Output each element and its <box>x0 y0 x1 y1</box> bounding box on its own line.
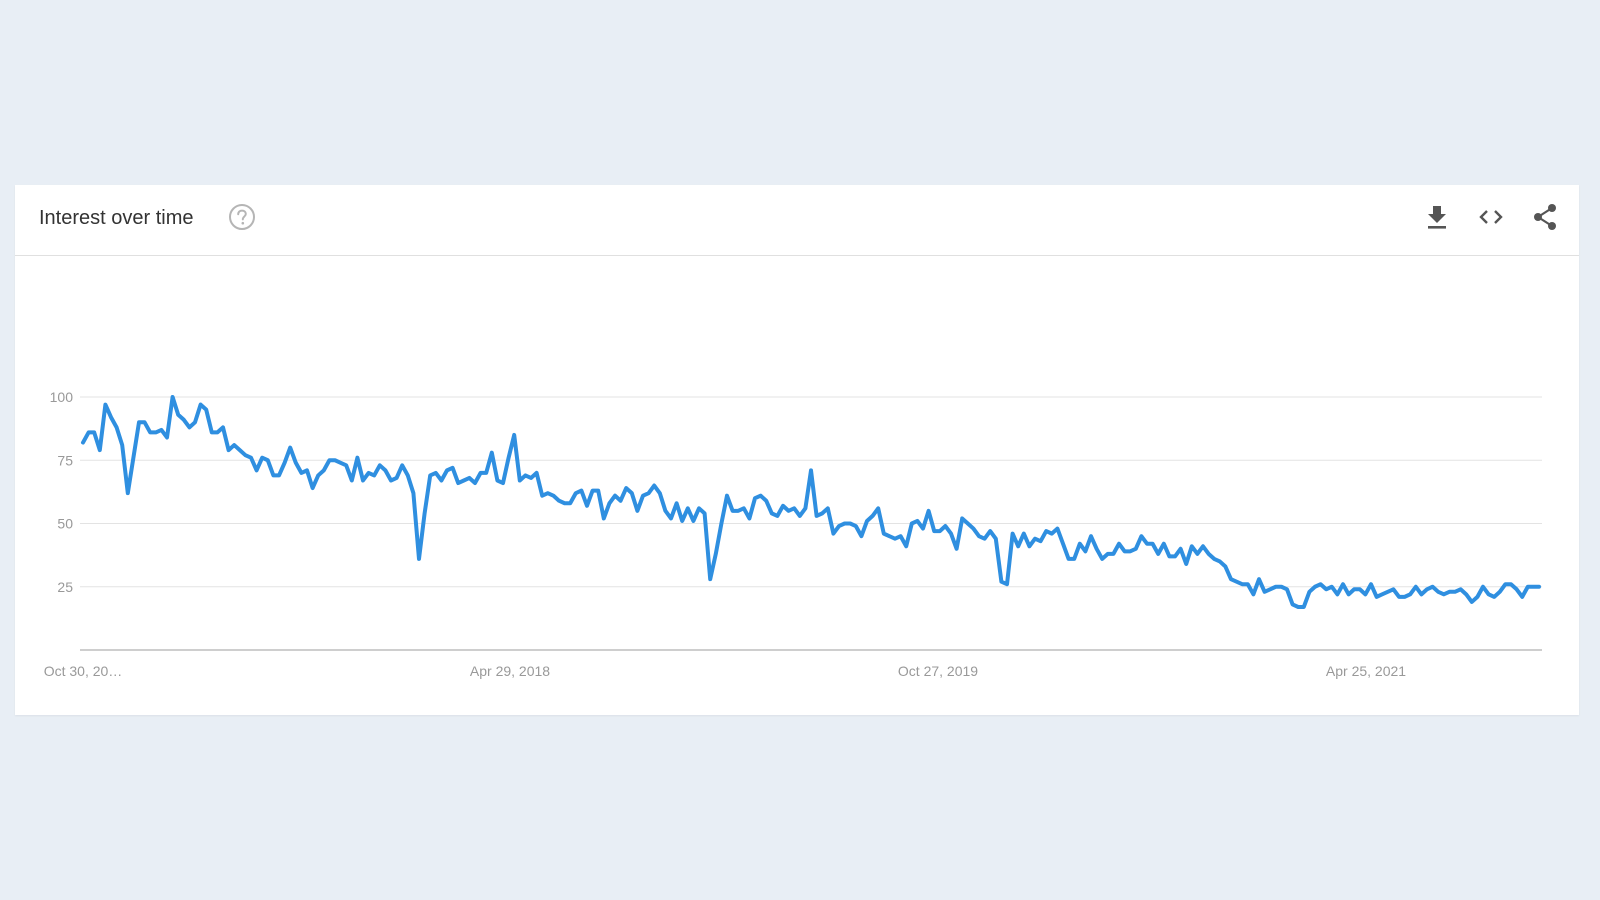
y-tick-label: 25 <box>57 579 73 595</box>
code-embed-icon <box>1476 206 1506 233</box>
card-header: Interest over time <box>15 185 1579 256</box>
x-tick-label: Apr 29, 2018 <box>470 663 550 679</box>
card-title: Interest over time <box>39 207 194 229</box>
share-icon <box>1531 202 1559 237</box>
embed-button[interactable] <box>1475 203 1507 235</box>
interest-line-chart: 25 50 75 100 Oct 30, 20… Apr 29, 2018 Oct 27, … <box>44 389 1542 679</box>
download-button[interactable] <box>1421 203 1453 235</box>
series-line[interactable] <box>81 395 1541 609</box>
chart-area: 25 50 75 100 Oct 30, 20… Apr 29, 2018 Oct 27, … <box>15 257 1579 715</box>
help-circle-icon[interactable] <box>228 203 256 231</box>
interest-over-time-card: Interest over time <box>15 185 1579 715</box>
header-actions <box>1421 203 1561 235</box>
x-tick-label: Oct 27, 2019 <box>898 663 978 679</box>
share-button[interactable] <box>1529 203 1561 235</box>
y-tick-label: 100 <box>50 389 74 405</box>
x-tick-label: Apr 25, 2021 <box>1326 663 1406 679</box>
x-tick-label: Oct 30, 20… <box>44 663 123 679</box>
y-tick-label: 50 <box>57 516 73 532</box>
download-icon <box>1425 204 1449 235</box>
y-tick-label: 75 <box>57 452 73 468</box>
